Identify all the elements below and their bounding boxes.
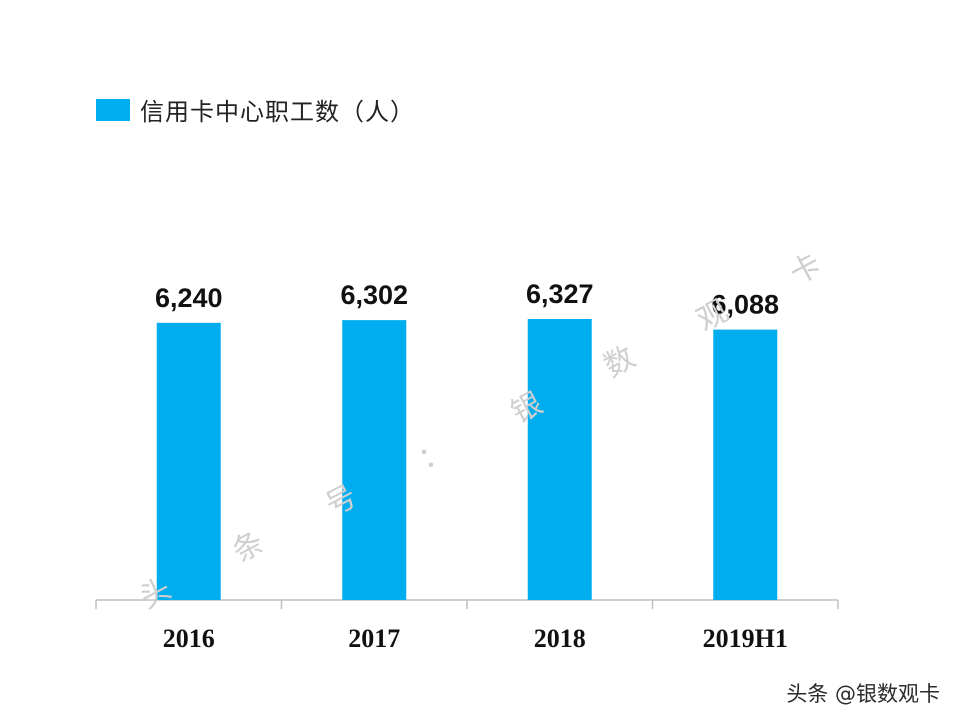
- x-tick-label: 2017: [348, 624, 400, 653]
- data-label: 6,088: [711, 290, 779, 320]
- bar: [156, 322, 221, 600]
- data-label: 6,302: [340, 280, 408, 310]
- footer-watermark: 头条 @银数观卡: [786, 682, 940, 706]
- watermark-char: 卡: [784, 247, 827, 292]
- data-label: 6,327: [526, 279, 594, 309]
- legend-label: 信用卡中心职工数（人）: [140, 98, 415, 126]
- data-label: 6,240: [155, 283, 223, 313]
- watermark-char: 条: [227, 525, 270, 570]
- watermark-char: 数: [598, 340, 641, 385]
- legend: 信用卡中心职工数（人）: [96, 92, 415, 127]
- bar: [527, 319, 592, 600]
- bar: [342, 320, 407, 600]
- legend-swatch: [96, 98, 130, 121]
- x-tick-label: 2016: [163, 624, 215, 653]
- bar: [713, 329, 778, 600]
- x-tick-label: 2019H1: [703, 624, 788, 653]
- watermark-char: ：: [413, 432, 456, 477]
- x-tick-label: 2018: [534, 624, 586, 653]
